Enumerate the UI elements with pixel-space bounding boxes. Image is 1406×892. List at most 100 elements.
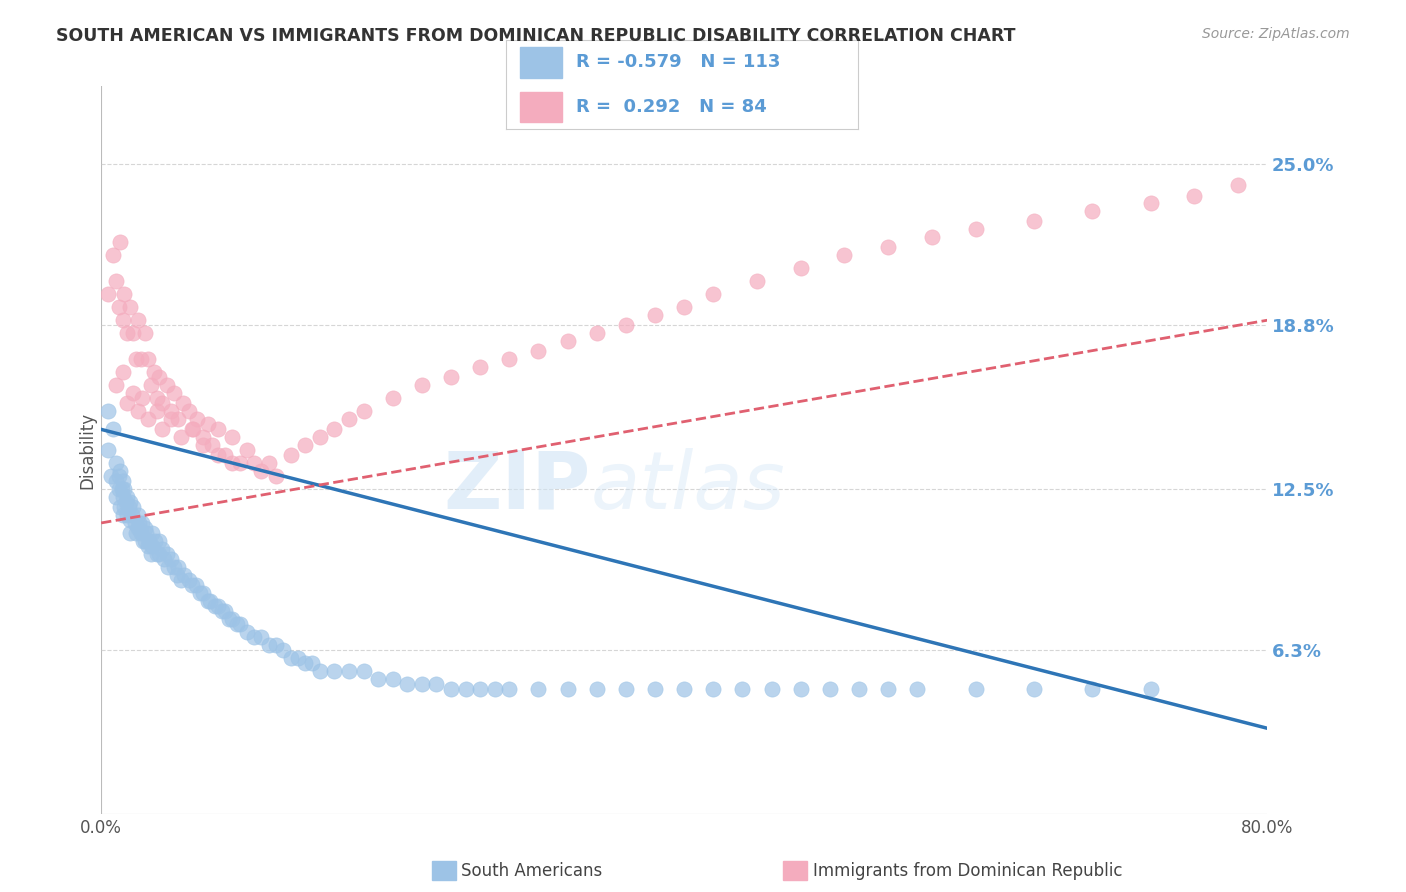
Point [167,412,190,426]
Point [122,326,145,341]
Point [177,404,200,418]
Point [108,464,131,478]
Point [108,500,131,515]
Point [120,495,142,509]
Point [308,430,330,444]
Point [104,456,127,470]
Point [120,300,142,314]
Point [138,534,160,549]
Point [585,326,607,341]
Point [104,475,127,489]
Point [673,300,696,314]
Point [122,386,145,401]
Point [167,560,190,574]
Point [207,449,229,463]
Point [818,682,841,697]
Point [294,657,316,671]
Point [731,682,754,697]
Point [557,334,579,348]
Point [127,404,149,418]
Point [177,573,200,587]
Point [264,638,287,652]
Point [114,482,136,496]
Point [129,352,152,367]
Point [527,344,550,359]
Point [101,248,124,262]
Point [127,313,149,327]
Point [141,526,163,541]
Point [128,516,150,530]
Text: Source: ZipAtlas.com: Source: ZipAtlas.com [1202,27,1350,41]
Point [243,456,266,470]
Point [301,657,323,671]
Point [250,464,273,478]
Point [193,430,215,444]
Text: Immigrants from Dominican Republic: Immigrants from Dominican Republic [813,862,1122,880]
Point [308,664,330,678]
Point [110,482,132,496]
Point [273,643,295,657]
Point [156,547,179,561]
Point [131,516,153,530]
Text: R =  0.292   N = 84: R = 0.292 N = 84 [576,97,768,116]
Point [136,539,159,553]
Point [440,370,463,384]
Point [965,682,987,697]
Point [197,594,219,608]
Point [221,612,243,626]
Point [148,370,170,384]
Point [484,682,506,697]
Point [145,404,167,418]
Point [107,482,129,496]
Point [965,222,987,236]
Point [129,526,152,541]
Point [454,682,477,697]
Point [150,541,173,556]
Point [172,396,194,410]
Point [148,547,170,561]
Point [1227,178,1250,193]
Point [111,490,134,504]
Point [264,469,287,483]
Point [250,630,273,644]
Point [104,490,127,504]
Point [1022,682,1045,697]
Point [225,617,247,632]
Point [107,469,129,483]
Point [125,352,148,367]
Point [170,430,193,444]
Text: atlas: atlas [591,448,786,525]
Point [337,412,360,426]
Point [353,404,375,418]
Point [125,526,148,541]
Point [184,578,207,592]
Point [468,682,491,697]
Point [115,495,138,509]
Point [111,365,134,379]
Point [117,508,139,523]
Point [1182,188,1205,202]
Point [280,449,302,463]
Point [180,578,202,592]
Point [120,526,142,541]
Point [1139,196,1161,211]
Text: South Americans: South Americans [461,862,602,880]
Point [136,412,159,426]
Point [614,682,637,697]
Point [204,599,226,613]
Point [644,682,666,697]
Point [97,287,120,301]
Point [557,682,579,697]
Point [170,573,193,587]
Point [207,422,229,436]
Point [117,326,139,341]
Point [163,386,186,401]
Point [228,617,250,632]
Point [1139,682,1161,697]
Point [702,287,724,301]
Point [127,508,149,523]
Point [166,568,188,582]
Point [381,391,404,405]
Point [114,287,136,301]
Point [124,516,146,530]
